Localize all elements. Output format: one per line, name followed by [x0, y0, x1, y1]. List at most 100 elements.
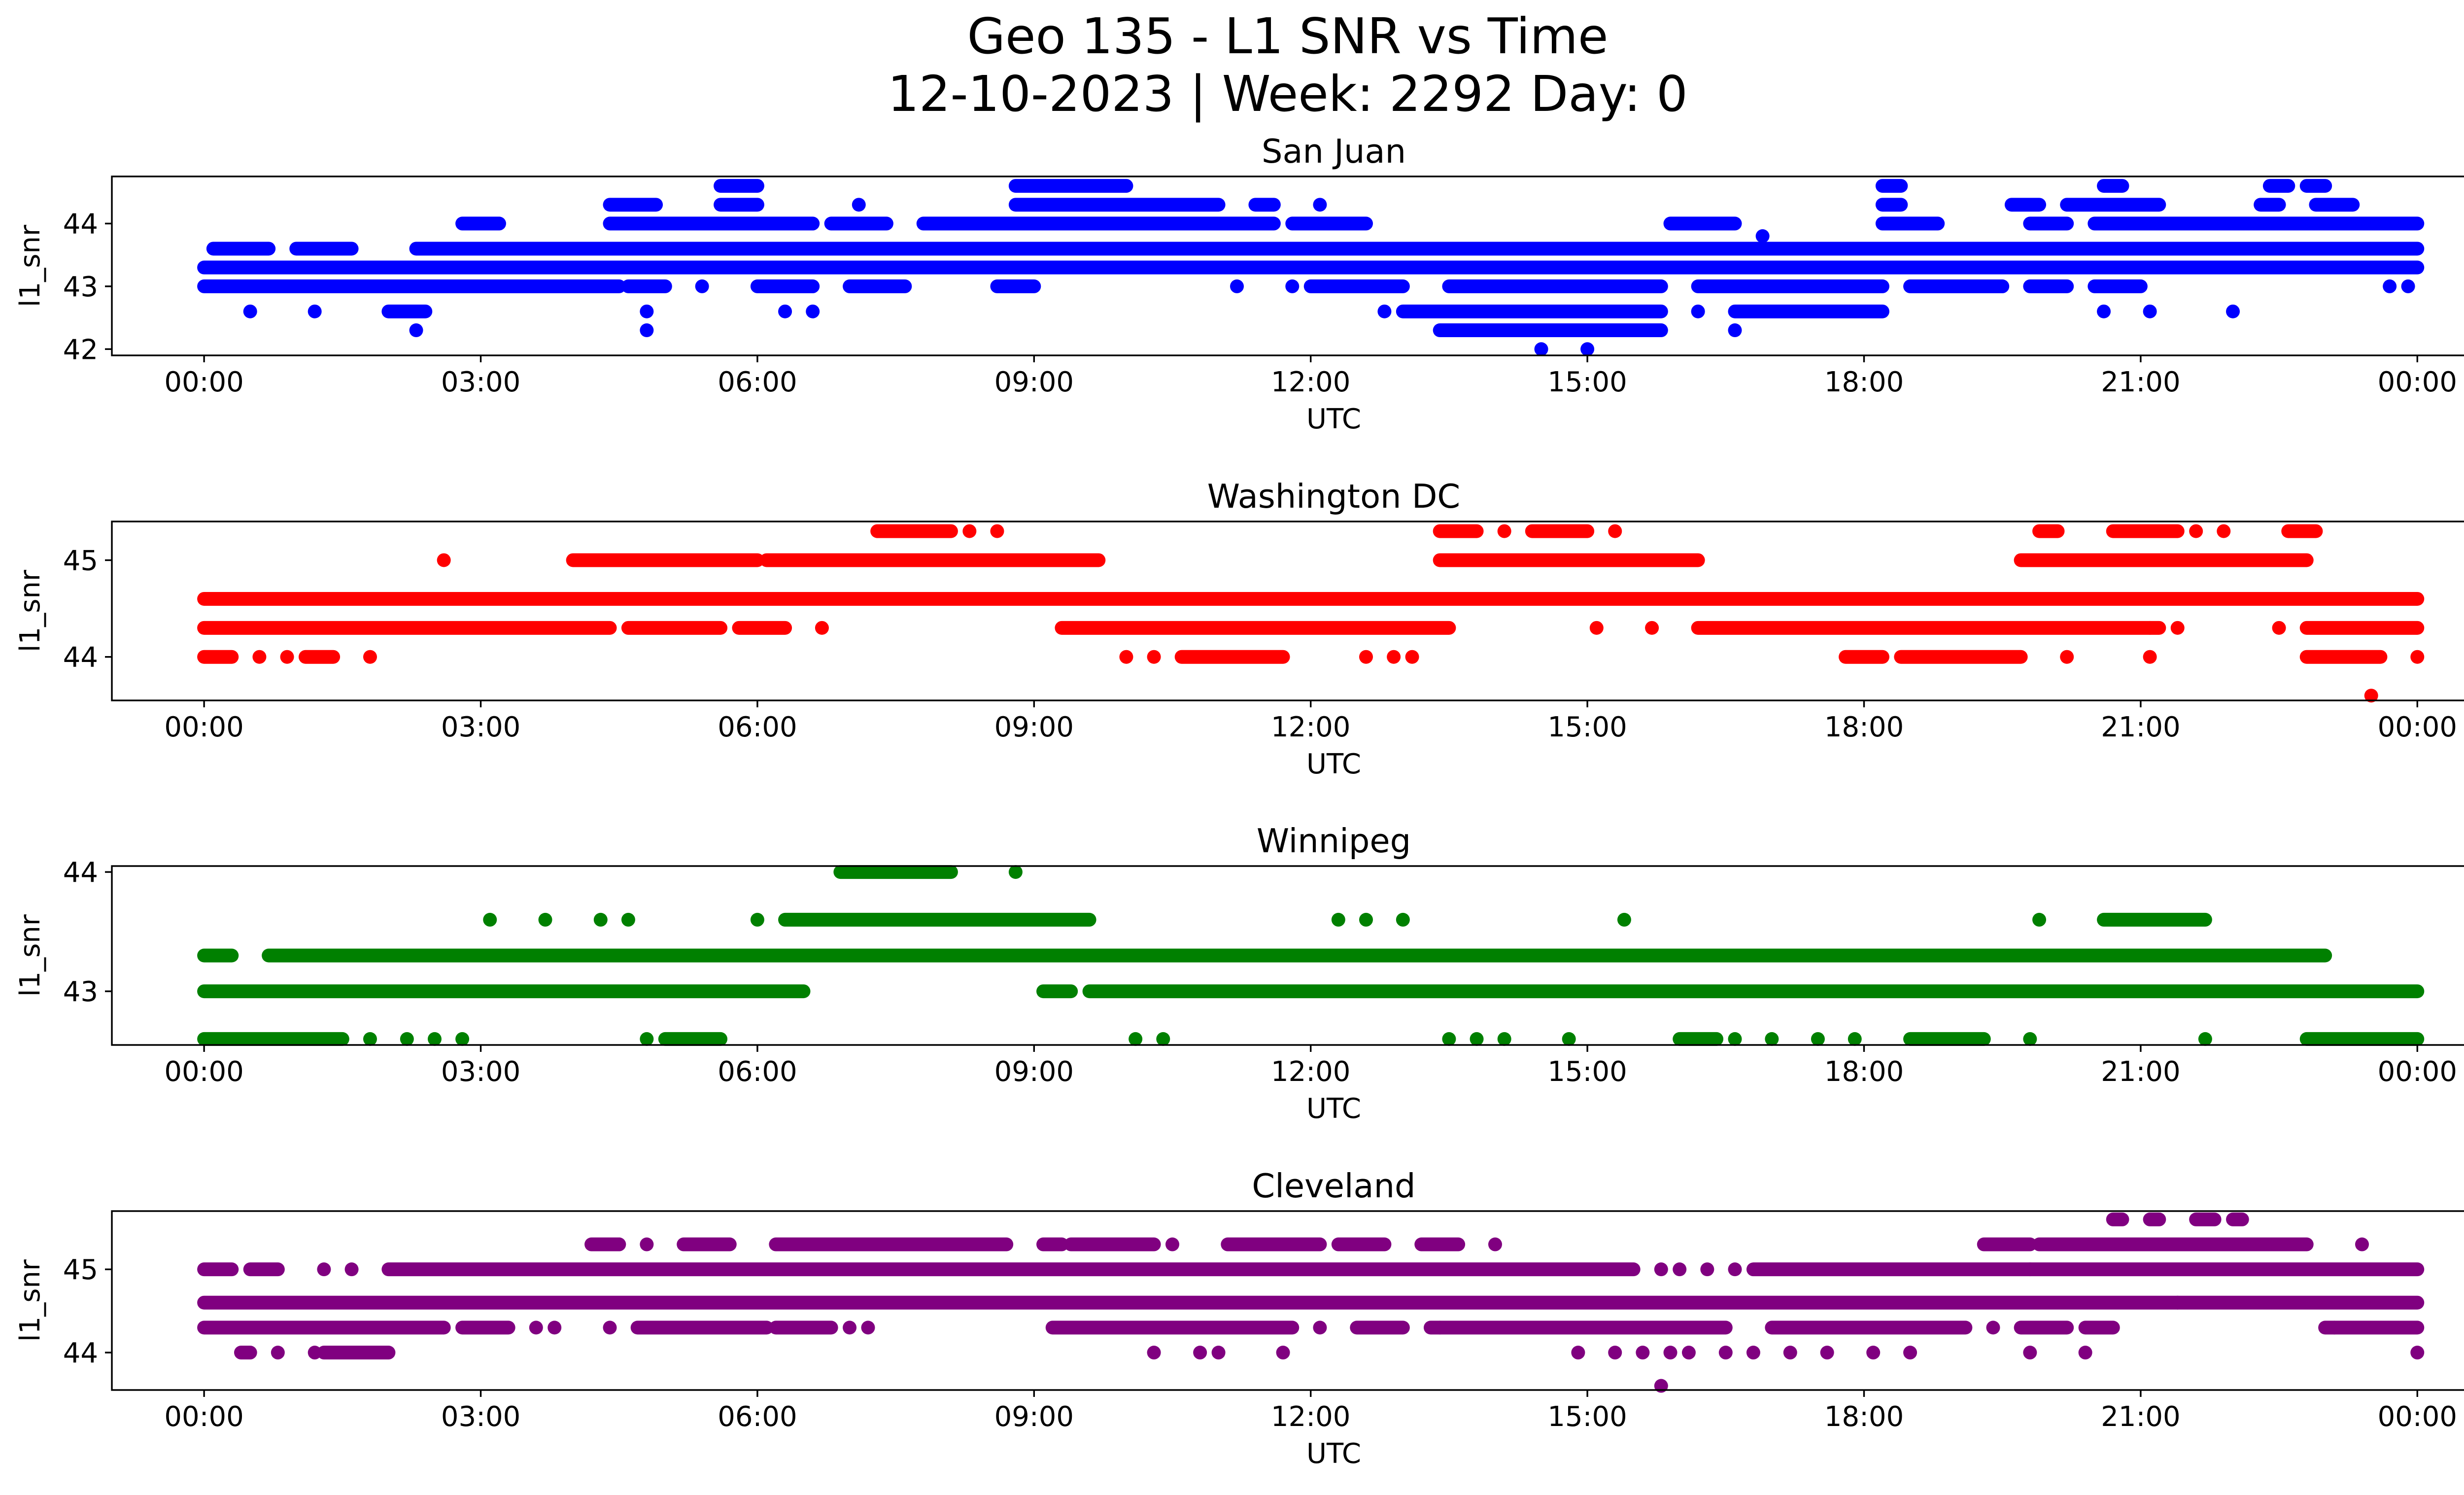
y-tick-label: 43 [63, 976, 98, 1008]
data-point [603, 1321, 617, 1335]
y-axis-label: l1_snr [14, 914, 46, 997]
data-point [1193, 1346, 1207, 1360]
data-point [1359, 912, 1373, 927]
data-point [1359, 650, 1373, 664]
data-points-cleveland [197, 1212, 2425, 1393]
y-tick-label: 43 [63, 271, 98, 303]
data-point [2383, 279, 2397, 293]
panel-title-san-juan: San Juan [1262, 132, 1406, 171]
data-point [1728, 1262, 1742, 1277]
data-point [1968, 591, 1982, 606]
data-point [538, 912, 552, 927]
panel-winnipeg: Winnipeg 00:00 03:00 06:00 09:00 12:00 15:00 18… [14, 822, 2464, 1125]
data-point [548, 1321, 562, 1335]
data-point [2217, 524, 2231, 538]
data-point [437, 553, 451, 567]
data-point [1654, 1262, 1668, 1277]
data-point [280, 650, 294, 664]
data-point [1285, 279, 1300, 293]
data-point [344, 1262, 359, 1277]
data-point [1580, 342, 1595, 356]
data-point [1571, 1346, 1585, 1360]
data-point [2170, 621, 2185, 635]
x-tick-label: 12:00 [1271, 711, 1350, 743]
data-point [1534, 342, 1548, 356]
data-point [1313, 198, 1327, 212]
x-tick-label: 03:00 [441, 366, 520, 398]
data-point [2410, 1346, 2425, 1360]
data-point [1811, 242, 1825, 256]
data-point [1728, 323, 1742, 338]
data-point [1147, 650, 1161, 664]
x-tick-label: 18:00 [1824, 1056, 1904, 1088]
data-point [2143, 650, 2157, 664]
data-point [778, 304, 792, 318]
x-tick-label: 12:00 [1271, 366, 1350, 398]
data-point [1313, 1321, 1327, 1335]
x-tick-label: 09:00 [994, 1056, 1074, 1088]
data-point [271, 1346, 285, 1360]
data-point [1765, 1032, 1779, 1046]
y-tick-label: 42 [63, 334, 98, 366]
x-tick-label: 00:00 [2378, 711, 2457, 743]
data-point [2272, 621, 2286, 635]
data-point [640, 323, 654, 338]
y-tick-label: 44 [63, 1337, 98, 1369]
data-point [1147, 1346, 1161, 1360]
data-point [1211, 1346, 1226, 1360]
x-tick-label: 12:00 [1271, 1401, 1350, 1433]
data-point [843, 1321, 857, 1335]
data-point [2097, 304, 2111, 318]
x-tick-label: 06:00 [718, 1056, 797, 1088]
data-points-san-juan [197, 179, 2425, 356]
data-point [621, 912, 635, 927]
data-point [1608, 1346, 1622, 1360]
subplot-panels: San Juan 00:00 03:00 06:00 09:00 12:00 15:00 18… [14, 132, 2464, 1470]
y-axis-label: l1_snr [14, 224, 46, 307]
data-point [1470, 1032, 1484, 1046]
data-point [1746, 1346, 1760, 1360]
x-tick-label: 12:00 [1271, 1056, 1350, 1088]
data-point [990, 524, 1004, 538]
x-tick-label: 21:00 [2101, 366, 2180, 398]
data-point [2032, 912, 2047, 927]
data-point [695, 279, 709, 293]
data-point [2198, 1032, 2212, 1046]
data-point [1119, 650, 1133, 664]
data-point [2355, 1237, 2369, 1252]
data-point [593, 912, 608, 927]
x-axis-label: UTC [1306, 1093, 1361, 1125]
data-point [1129, 1032, 1143, 1046]
data-point [1589, 621, 1604, 635]
data-point [1912, 591, 1926, 606]
data-point [806, 304, 820, 318]
data-point [750, 912, 764, 927]
data-point [1617, 912, 1631, 927]
data-point [1488, 1237, 1502, 1252]
data-point [400, 1032, 414, 1046]
x-tick-label: 18:00 [1824, 366, 1904, 398]
x-tick-label: 03:00 [441, 1056, 520, 1088]
data-point [640, 1032, 654, 1046]
panel-washington-dc: Washington DC 00:00 03:00 06:00 09:00 12:00 15… [14, 477, 2464, 780]
x-tick-label: 18:00 [1824, 1401, 1904, 1433]
axes-frame-winnipeg [111, 865, 2464, 1046]
data-point [243, 304, 257, 318]
data-point [2327, 1321, 2341, 1335]
data-point [1645, 621, 1659, 635]
data-point [2143, 621, 2157, 635]
x-tick-label: 06:00 [718, 711, 797, 743]
panel-title-cleveland: Cleveland [1252, 1167, 1415, 1205]
data-point [2401, 279, 2415, 293]
data-point [861, 1321, 875, 1335]
data-point [1230, 279, 1244, 293]
y-tick-label: 45 [63, 1254, 98, 1286]
data-point [1783, 1346, 1797, 1360]
x-tick-label: 03:00 [441, 1401, 520, 1433]
x-tick-label: 15:00 [1547, 1056, 1627, 1088]
x-tick-label: 00:00 [164, 1056, 243, 1088]
data-point [2143, 304, 2157, 318]
x-tick-label: 09:00 [994, 1401, 1074, 1433]
data-point [2189, 524, 2203, 538]
data-point [363, 1032, 377, 1046]
